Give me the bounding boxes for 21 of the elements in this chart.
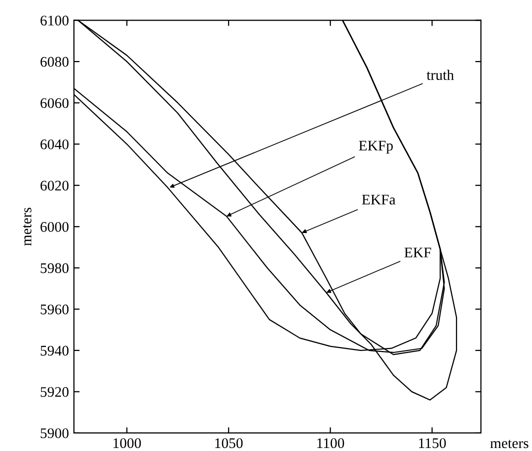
y-tick-label: 6040 xyxy=(40,139,69,150)
annotation: EKF xyxy=(404,248,432,258)
x-tick-label: 1050 xyxy=(215,438,243,448)
x-tick-label: 1000 xyxy=(114,438,141,448)
annotation: truth xyxy=(426,70,454,80)
y-tick-label: 5920 xyxy=(40,387,69,397)
y-tick-label: 6000 xyxy=(40,222,69,232)
y-axis-title: meters xyxy=(23,208,32,246)
y-tick-label: 6060 xyxy=(40,98,69,108)
y-tick-label: 5960 xyxy=(40,304,69,314)
x-tick-label: 1100 xyxy=(317,438,344,448)
y-tick-label: 6020 xyxy=(40,180,69,191)
x-axis-title: meters xyxy=(490,440,528,448)
y-tick-label: 6100 xyxy=(40,16,69,26)
x-tick-label: 1150 xyxy=(419,438,446,448)
y-tick-label: 6080 xyxy=(40,56,69,67)
annotation: EKFp xyxy=(358,140,393,154)
y-tick-label: 5940 xyxy=(40,346,69,356)
y-tick-label: 5980 xyxy=(40,263,69,274)
y-tick-label: 5900 xyxy=(40,428,69,438)
annotation: EKFa xyxy=(362,194,396,205)
